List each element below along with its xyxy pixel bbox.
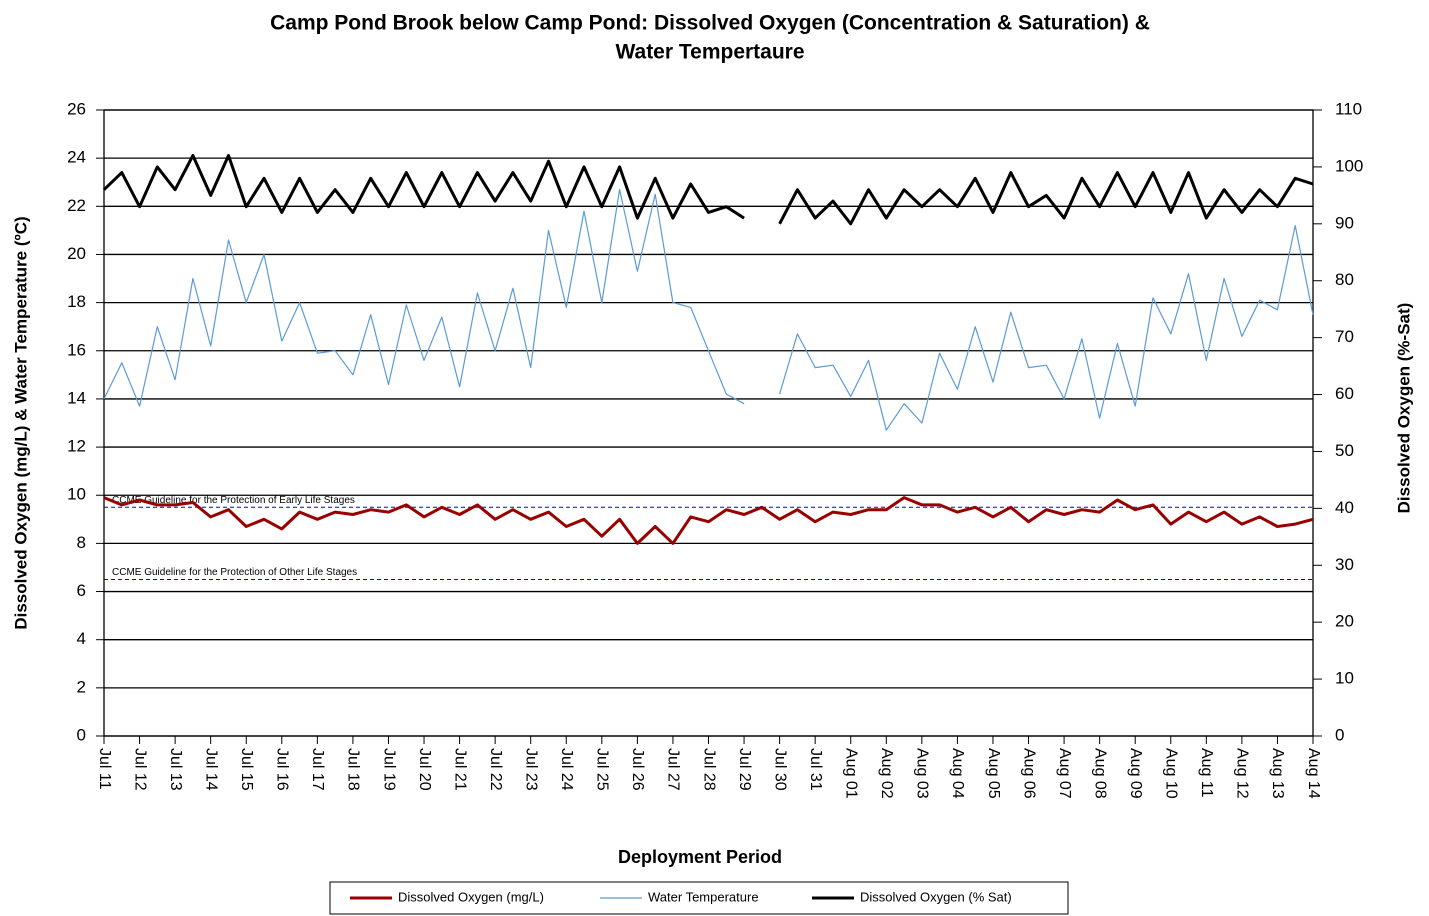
x-axis-title: Deployment Period <box>618 847 782 867</box>
series-line <box>103 496 1314 545</box>
x-tick-label: Aug 05 <box>985 748 1002 799</box>
x-tick-label: Jul 11 <box>96 748 113 790</box>
x-tick-label: Jul 20 <box>416 748 433 791</box>
y2-axis-title: Dissolved Oxygen (%-Sat) <box>1394 303 1413 514</box>
x-tick-label: Jul 18 <box>345 748 362 791</box>
x-tick-label: Jul 16 <box>274 748 291 791</box>
x-tick-label: Jul 29 <box>736 748 753 791</box>
x-tick-label: Jul 13 <box>167 748 184 791</box>
y-tick-label: 0 <box>77 725 86 744</box>
y2-tick-label: 0 <box>1335 725 1344 744</box>
legend-label: Water Temperature <box>648 889 759 904</box>
y-tick-label: 14 <box>67 388 86 407</box>
y-tick-label: 20 <box>67 244 86 263</box>
legend-box <box>329 881 1069 915</box>
chart-title: Water Tempertaure <box>615 41 804 64</box>
y2-tick-label: 80 <box>1335 270 1354 289</box>
x-tick-label: Aug 07 <box>1056 748 1073 799</box>
y2-tick-label: 110 <box>1335 99 1362 118</box>
x-tick-label: Aug 13 <box>1269 748 1286 799</box>
x-tick-label: Aug 09 <box>1127 748 1144 799</box>
x-tick-label: Jul 28 <box>700 748 717 791</box>
y2-tick-label: 70 <box>1335 327 1354 346</box>
y-tick-label: 16 <box>67 340 86 359</box>
y2-tick-label: 30 <box>1335 555 1354 574</box>
y-tick-label: 8 <box>77 533 86 552</box>
x-tick-label: Jul 12 <box>131 748 148 791</box>
x-tick-label: Aug 02 <box>878 748 895 799</box>
series-line <box>102 154 1314 226</box>
y2-tick-label: 10 <box>1335 669 1354 688</box>
x-tick-label: Jul 30 <box>771 748 788 791</box>
y-tick-label: 18 <box>67 292 86 311</box>
y-tick-label: 6 <box>77 581 86 600</box>
x-tick-label: Aug 01 <box>843 748 860 799</box>
y-tick-label: 4 <box>77 629 86 648</box>
x-tick-label: Jul 19 <box>380 748 397 791</box>
y2-tick-label: 40 <box>1335 498 1354 517</box>
series-line <box>103 188 1314 431</box>
x-tick-label: Jul 27 <box>665 748 682 791</box>
x-tick-label: Aug 12 <box>1234 748 1251 799</box>
x-tick-label: Aug 03 <box>914 748 931 799</box>
reference-label: CCME Guideline for the Protection of Oth… <box>112 567 357 578</box>
y2-tick-label: 90 <box>1335 213 1354 232</box>
x-tick-label: Jul 22 <box>487 748 504 791</box>
x-tick-label: Aug 04 <box>949 748 966 799</box>
legend-label: Dissolved Oxygen (% Sat) <box>860 889 1012 904</box>
y-tick-label: 10 <box>67 485 86 504</box>
x-tick-label: Aug 08 <box>1091 748 1108 799</box>
y-axis-title: Dissolved Oxygen (mg/L) & Water Temperat… <box>11 216 30 629</box>
x-tick-label: Aug 11 <box>1198 748 1215 798</box>
y-tick-label: 24 <box>67 148 86 167</box>
reference-label: CCME Guideline for the Protection of Ear… <box>112 495 355 506</box>
y-tick-label: 26 <box>67 99 86 118</box>
x-tick-label: Jul 17 <box>309 748 326 791</box>
y2-tick-label: 60 <box>1335 384 1354 403</box>
y-tick-label: 22 <box>67 196 86 215</box>
x-tick-label: Jul 14 <box>202 748 219 791</box>
y2-tick-label: 50 <box>1335 441 1354 460</box>
x-tick-label: Jul 31 <box>807 748 824 791</box>
x-tick-label: Jul 15 <box>238 748 255 791</box>
x-tick-label: Aug 10 <box>1163 748 1180 799</box>
x-tick-label: Aug 14 <box>1305 748 1322 799</box>
x-tick-label: Jul 24 <box>558 748 575 791</box>
x-tick-label: Jul 21 <box>451 748 468 791</box>
y-tick-label: 2 <box>77 677 86 696</box>
chart-title: Camp Pond Brook below Camp Pond: Dissolv… <box>270 12 1150 35</box>
x-tick-label: Jul 25 <box>594 748 611 791</box>
legend-label: Dissolved Oxygen (mg/L) <box>398 889 544 904</box>
x-tick-label: Aug 06 <box>1020 748 1037 799</box>
y2-tick-label: 100 <box>1335 156 1363 175</box>
x-tick-label: Jul 26 <box>629 748 646 791</box>
x-tick-label: Jul 23 <box>522 748 539 791</box>
y2-tick-label: 20 <box>1335 612 1354 631</box>
y-tick-label: 12 <box>67 437 86 456</box>
